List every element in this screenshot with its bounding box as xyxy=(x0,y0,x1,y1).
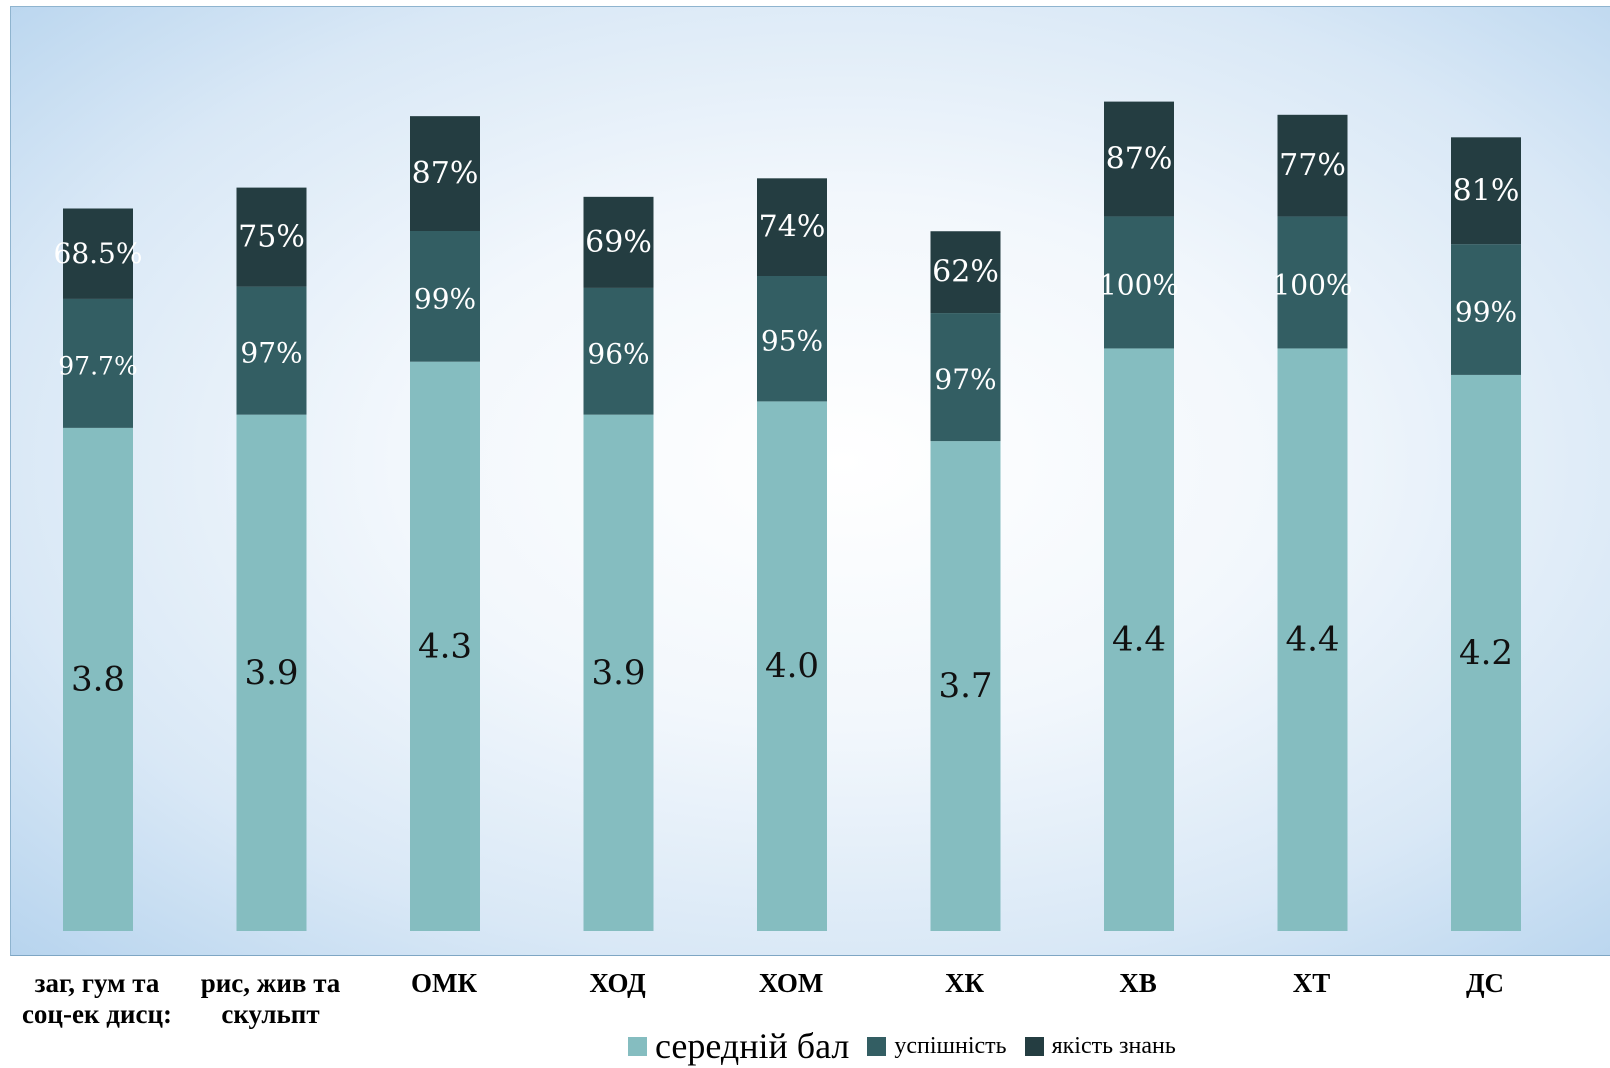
bar-quality-3 xyxy=(410,116,480,231)
data-label-quality-1: 68.5% xyxy=(54,237,143,270)
legend-label-success: успішність xyxy=(894,1032,1007,1059)
data-label-success-9: 99% xyxy=(1455,296,1517,329)
data-label-quality-2: 75% xyxy=(238,220,305,255)
data-label-success-3: 99% xyxy=(414,282,476,315)
legend-item-success: успішність xyxy=(867,1032,1007,1060)
bar-success-5 xyxy=(757,276,827,402)
category-label-9: ДС xyxy=(1465,968,1505,998)
data-label-quality-5: 74% xyxy=(759,210,826,245)
legend-label-average: середній бал xyxy=(655,1026,850,1066)
bar-success-8 xyxy=(1277,216,1348,349)
category-label-5: ХОМ xyxy=(758,968,824,998)
data-label-average-3: 4.3 xyxy=(418,626,472,666)
legend-swatch-average xyxy=(628,1036,647,1056)
data-label-average-8: 4.4 xyxy=(1285,620,1339,660)
data-label-average-7: 4.4 xyxy=(1112,620,1166,660)
data-label-quality-8: 77% xyxy=(1279,148,1346,183)
bar-quality-1 xyxy=(63,208,133,299)
bar-quality-9 xyxy=(1451,137,1521,245)
legend-label-quality: якість знань xyxy=(1051,1032,1176,1059)
legend-item-average: середній бал xyxy=(628,1025,849,1067)
data-label-success-4: 96% xyxy=(587,337,649,370)
bar-average-8 xyxy=(1277,348,1348,931)
bar-success-6 xyxy=(930,313,1001,442)
bar-average-9 xyxy=(1451,374,1521,931)
data-label-success-5: 95% xyxy=(761,325,823,358)
data-label-average-2: 3.9 xyxy=(244,653,298,693)
data-label-success-2: 97% xyxy=(240,337,302,370)
data-label-quality-3: 87% xyxy=(412,156,479,191)
bar-quality-7 xyxy=(1104,101,1174,217)
bar-average-3 xyxy=(410,361,480,931)
bar-quality-6 xyxy=(930,231,1001,314)
data-label-average-5: 4.0 xyxy=(765,646,819,686)
stacked-bar-chart: 3.8 97.7% 68.5% 3.9 97% 75% 4.3 99% 87% 3.9 96% 69%… xyxy=(54,101,1521,931)
bar-average-6 xyxy=(930,441,1001,931)
data-label-success-8: 100% xyxy=(1272,269,1352,302)
bar-average-2 xyxy=(236,414,307,931)
bar-success-2 xyxy=(236,286,307,415)
category-label-3: ОМК xyxy=(410,968,478,998)
bar-quality-8 xyxy=(1277,114,1348,217)
data-label-average-4: 3.9 xyxy=(591,653,645,693)
category-label-4: ХОД xyxy=(589,968,646,998)
plot-area: 3.8 97.7% 68.5% 3.9 97% 75% 4.3 99% 87% 3.9 96% 69%… xyxy=(10,6,1610,956)
bar-quality-5 xyxy=(757,178,827,276)
data-label-success-6: 97% xyxy=(934,363,996,396)
legend-item-quality: якість знань xyxy=(1024,1032,1176,1060)
data-label-average-9: 4.2 xyxy=(1459,633,1513,673)
bar-quality-2 xyxy=(236,187,307,287)
data-label-quality-6: 62% xyxy=(932,255,999,290)
bar-quality-4 xyxy=(583,196,654,288)
category-label-6: ХК xyxy=(944,968,985,998)
bar-success-3 xyxy=(410,231,480,362)
legend: середній бал успішність якість знань xyxy=(628,1026,1194,1066)
bar-average-7 xyxy=(1104,348,1174,931)
bar-success-1 xyxy=(63,298,133,428)
legend-swatch-success xyxy=(867,1036,887,1056)
data-label-quality-4: 69% xyxy=(585,225,652,260)
data-label-average-6: 3.7 xyxy=(938,666,992,706)
legend-swatch-quality xyxy=(1024,1036,1044,1056)
category-label-7: ХВ xyxy=(1119,968,1157,998)
bar-success-7 xyxy=(1104,216,1174,349)
bar-average-4 xyxy=(583,414,654,931)
data-label-quality-9: 81% xyxy=(1453,173,1520,208)
data-label-quality-7: 87% xyxy=(1106,142,1173,177)
data-label-average-1: 3.8 xyxy=(71,659,125,699)
bar-average-5 xyxy=(757,401,827,931)
category-label-1: заг, гум та соц-ек дисц: xyxy=(21,968,173,1029)
bar-success-4 xyxy=(583,287,654,415)
bar-average-1 xyxy=(63,427,133,931)
data-label-success-7: 100% xyxy=(1099,269,1179,302)
category-label-8: ХТ xyxy=(1292,968,1331,998)
data-label-success-1: 97.7% xyxy=(58,351,137,380)
bar-success-9 xyxy=(1451,244,1521,375)
category-label-2: рис, жив та скульпт xyxy=(200,968,341,1029)
